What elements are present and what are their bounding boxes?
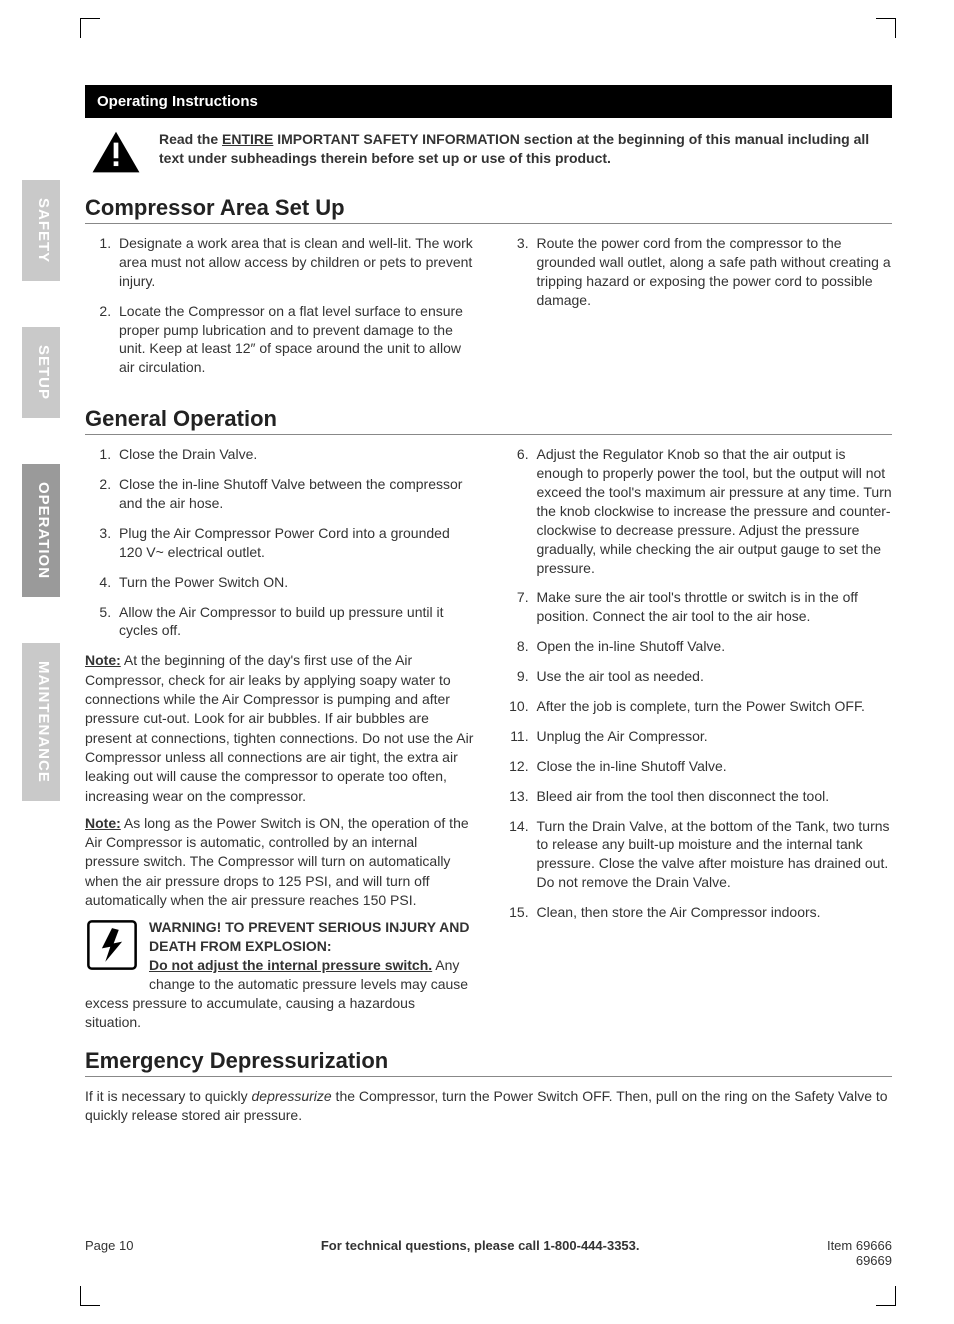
list-item: Bleed air from the tool then disconnect …: [533, 787, 893, 806]
list-item: Route the power cord from the compressor…: [533, 234, 893, 310]
section2-title: General Operation: [85, 406, 892, 432]
list-item: Open the in-line Shutoff Valve.: [533, 637, 893, 656]
note2: Note: As long as the Power Switch is ON,…: [85, 814, 475, 911]
section2-left-list: Close the Drain Valve. Close the in-line…: [85, 445, 475, 640]
note2-body: As long as the Power Switch is ON, the o…: [85, 815, 469, 908]
note1-label: Note:: [85, 652, 121, 668]
list-item: Plug the Air Compressor Power Cord into …: [115, 524, 475, 562]
footer-support: For technical questions, please call 1-8…: [133, 1238, 827, 1253]
explosion-warning-cont: excess pressure to accumulate, causing a…: [85, 994, 475, 1032]
explode-line2: Do not adjust the internal pressure swit…: [149, 957, 432, 973]
note2-label: Note:: [85, 815, 121, 831]
warn-entire: ENTIRE: [222, 131, 273, 147]
footer-item1: Item 69666: [827, 1238, 892, 1253]
explode-line1: WARNING! TO PREVENT SERIOUS INJURY AND D…: [149, 919, 469, 954]
list-item: Use the air tool as needed.: [533, 667, 893, 686]
list-item: Locate the Compressor on a flat level su…: [115, 302, 475, 378]
list-item: Turn the Power Switch ON.: [115, 573, 475, 592]
section1-left-list: Designate a work area that is clean and …: [85, 234, 475, 377]
s3-em: depressurize: [252, 1088, 332, 1104]
list-item: Turn the Drain Valve, at the bottom of t…: [533, 817, 893, 893]
list-item: Close the in-line Shutoff Valve.: [533, 757, 893, 776]
explosion-hazard-icon: [85, 918, 139, 975]
tab-safety: SAFETY: [22, 180, 60, 281]
section2-right-list: Adjust the Regulator Knob so that the ai…: [503, 445, 893, 922]
page-content: Operating Instructions Read the ENTIRE I…: [85, 85, 892, 1133]
warning-triangle-icon: [91, 130, 141, 177]
list-item: After the job is complete, turn the Powe…: [533, 697, 893, 716]
list-item: Close the in-line Shutoff Valve between …: [115, 475, 475, 513]
tab-setup: SETUP: [22, 327, 60, 418]
list-item: Allow the Air Compressor to build up pre…: [115, 603, 475, 641]
footer-page: Page 10: [85, 1238, 133, 1253]
footer-item2: 69669: [827, 1253, 892, 1268]
list-item: Make sure the air tool's throttle or swi…: [533, 588, 893, 626]
list-item: Designate a work area that is clean and …: [115, 234, 475, 291]
top-warning: Read the ENTIRE IMPORTANT SAFETY INFORMA…: [85, 118, 892, 185]
footer: Page 10 For technical questions, please …: [85, 1238, 892, 1268]
explosion-warning: WARNING! TO PREVENT SERIOUS INJURY AND D…: [85, 918, 475, 994]
list-item: Clean, then store the Air Compressor ind…: [533, 903, 893, 922]
header-bar: Operating Instructions: [85, 85, 892, 118]
section1-right-list: Route the power cord from the compressor…: [503, 234, 893, 310]
note1: Note: At the beginning of the day's firs…: [85, 651, 475, 806]
list-item: Adjust the Regulator Knob so that the ai…: [533, 445, 893, 577]
explosion-warning-text: WARNING! TO PREVENT SERIOUS INJURY AND D…: [149, 918, 475, 994]
tab-maintenance: MAINTENANCE: [22, 643, 60, 801]
note1-body: At the beginning of the day's first use …: [85, 652, 473, 803]
s3-pre: If it is necessary to quickly: [85, 1088, 252, 1104]
list-item: Close the Drain Valve.: [115, 445, 475, 464]
side-tabs: SAFETY SETUP OPERATION MAINTENANCE: [22, 180, 60, 801]
tab-operation: OPERATION: [22, 464, 60, 597]
section1-title: Compressor Area Set Up: [85, 195, 892, 221]
footer-items: Item 69666 69669: [827, 1238, 892, 1268]
section3-body: If it is necessary to quickly depressuri…: [85, 1087, 892, 1126]
top-warning-text: Read the ENTIRE IMPORTANT SAFETY INFORMA…: [159, 130, 886, 168]
section3-title: Emergency Depressurization: [85, 1048, 892, 1074]
warn-pre: Read the: [159, 131, 222, 147]
list-item: Unplug the Air Compressor.: [533, 727, 893, 746]
